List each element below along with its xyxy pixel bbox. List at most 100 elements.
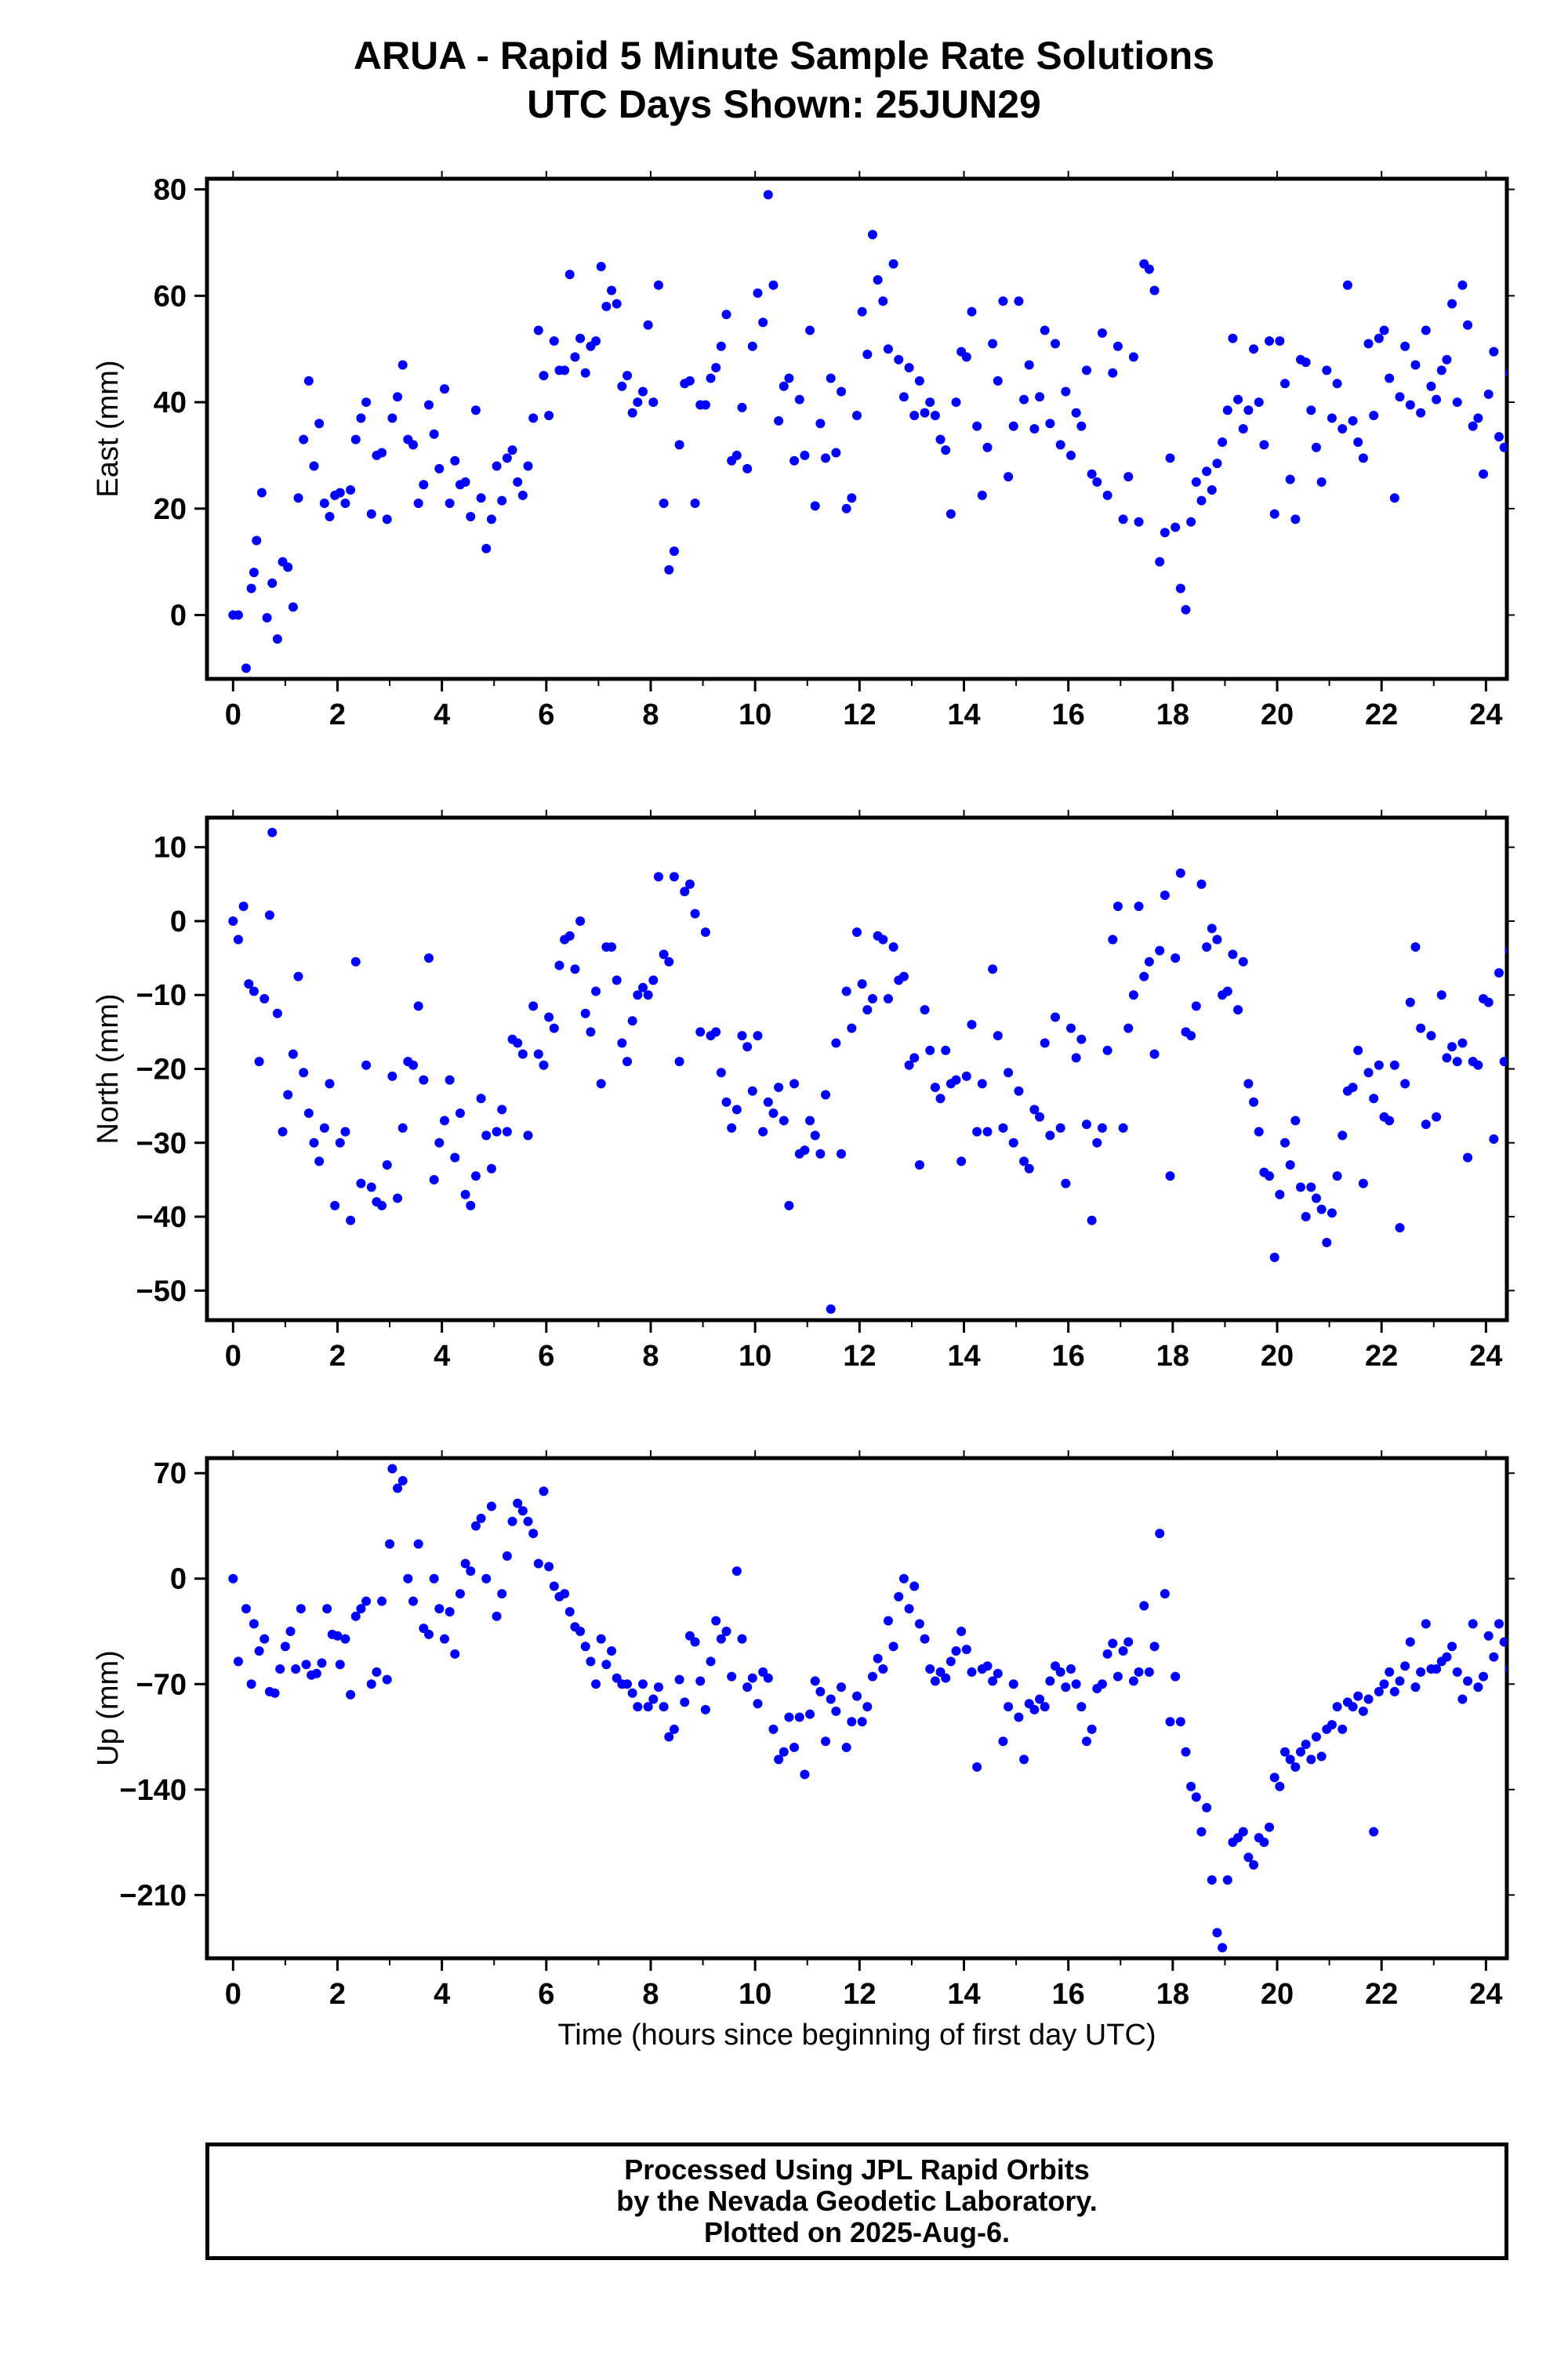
east-data-point: [894, 354, 904, 365]
up-data-point: [486, 1501, 496, 1511]
north-x-tick-label: 22: [1365, 1340, 1398, 1373]
north-data-point: [267, 827, 278, 837]
up-data-point: [445, 1607, 455, 1617]
east-x-tick-label: 12: [843, 698, 876, 731]
north-data-point: [1212, 934, 1222, 945]
east-x-tick-label: 16: [1052, 698, 1085, 731]
up-data-point: [322, 1604, 332, 1614]
east-data-point: [821, 453, 831, 463]
north-data-point: [1494, 967, 1504, 978]
north-data-point: [821, 1090, 831, 1100]
east-data-point: [1014, 296, 1024, 307]
up-data-point: [841, 1742, 851, 1752]
up-data-point: [502, 1551, 512, 1561]
north-data-point: [528, 1001, 539, 1011]
north-x-tick-label: 12: [843, 1340, 876, 1373]
east-data-point: [1452, 397, 1462, 408]
north-data-point: [852, 927, 862, 938]
north-data-point: [1243, 1079, 1254, 1089]
east-data-point: [930, 411, 940, 421]
north-data-point: [299, 1068, 309, 1078]
east-data-point: [1510, 408, 1519, 418]
east-data-point: [1322, 365, 1332, 376]
up-y-tick-label: 0: [170, 1563, 187, 1596]
east-data-point: [299, 434, 309, 444]
east-data-point: [1243, 405, 1254, 415]
up-data-point: [727, 1671, 737, 1682]
east-data-point: [1290, 514, 1301, 524]
up-data-point: [1311, 1732, 1321, 1742]
north-data-point: [753, 1031, 763, 1041]
north-data-point: [643, 990, 653, 1000]
up-data-point: [1483, 1631, 1494, 1641]
up-data-point: [1029, 1704, 1040, 1714]
up-y-tick-label: −70: [136, 1668, 187, 1701]
up-data-point: [533, 1558, 543, 1569]
north-data-point: [1410, 942, 1421, 952]
east-data-point: [1102, 490, 1112, 500]
north-data-point: [1081, 1119, 1091, 1130]
up-data-point: [753, 1699, 763, 1709]
up-x-tick-label: 2: [329, 1978, 346, 2011]
east-data-point: [1547, 403, 1556, 412]
north-data-point: [1014, 1086, 1024, 1096]
east-x-tick-label: 18: [1156, 698, 1189, 731]
north-data-point: [622, 1057, 633, 1067]
east-x-tick-label: 8: [642, 698, 659, 731]
north-y-tick-label: −50: [136, 1275, 187, 1308]
up-data-point: [1128, 1676, 1138, 1686]
up-data-point: [1332, 1702, 1342, 1712]
north-data-point: [1029, 1105, 1040, 1115]
up-data-point: [549, 1581, 559, 1591]
up-data-point: [831, 1706, 841, 1716]
north-data-point: [1557, 876, 1566, 885]
north-data-point: [747, 1086, 757, 1096]
east-y-tick-label: 60: [154, 280, 187, 313]
east-data-point: [1123, 472, 1134, 482]
east-data-point: [429, 429, 439, 439]
east-data-point: [272, 634, 282, 644]
east-data-point: [706, 373, 716, 383]
north-data-point: [233, 934, 243, 945]
north-data-point: [1338, 1130, 1348, 1141]
north-data-point: [1327, 1208, 1337, 1218]
up-data-point: [659, 1702, 669, 1712]
north-data-point: [460, 1189, 470, 1199]
east-data-point: [1212, 459, 1222, 469]
east-data-point: [1332, 379, 1342, 389]
up-data-point: [951, 1645, 961, 1656]
up-data-point: [633, 1702, 643, 1712]
up-data-point: [737, 1634, 747, 1644]
title-line-1: ARUA - Rapid 5 Minute Sample Rate Soluti…: [353, 34, 1215, 78]
east-data-point: [684, 376, 695, 386]
up-data-point: [1515, 1656, 1525, 1666]
north-data-point: [1504, 946, 1507, 955]
north-data-point: [648, 975, 659, 985]
north-data-point: [544, 1012, 554, 1022]
up-data-point: [423, 1629, 434, 1639]
up-data-point: [941, 1673, 951, 1683]
east-data-point: [988, 339, 998, 349]
east-data-point: [878, 296, 888, 307]
north-data-point: [486, 1163, 496, 1174]
title-line-2: UTC Days Shown: 25JUN29: [527, 82, 1041, 126]
north-data-point: [1186, 1031, 1196, 1041]
up-data-point: [1160, 1588, 1170, 1598]
east-data-point: [1499, 442, 1507, 452]
north-data-point: [1322, 1238, 1332, 1248]
east-data-point: [935, 434, 946, 444]
up-data-point: [1014, 1712, 1024, 1722]
up-data-point: [1071, 1679, 1081, 1689]
east-data-point: [1087, 469, 1097, 479]
up-data-point: [946, 1656, 956, 1667]
east-x-tick-label: 10: [739, 698, 771, 731]
east-data-point: [1552, 371, 1561, 380]
north-data-point: [1004, 1068, 1014, 1078]
east-data-point: [648, 397, 659, 408]
up-data-point: [653, 1682, 663, 1693]
north-data-point: [941, 1045, 951, 1055]
up-data-point: [768, 1724, 779, 1734]
up-data-point: [254, 1645, 264, 1656]
north-data-point: [763, 1097, 773, 1107]
up-data-point: [460, 1558, 470, 1569]
